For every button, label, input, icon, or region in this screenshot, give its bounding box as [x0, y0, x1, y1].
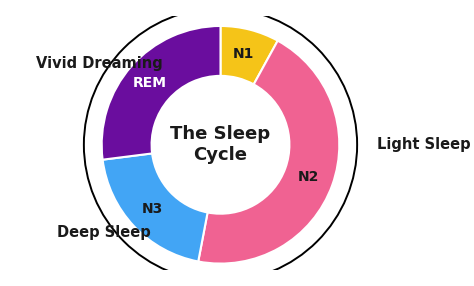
- Text: Light Sleep: Light Sleep: [377, 137, 471, 152]
- Text: N1: N1: [233, 47, 255, 61]
- Wedge shape: [220, 26, 278, 84]
- Text: The Sleep
Cycle: The Sleep Cycle: [171, 125, 271, 164]
- Wedge shape: [103, 153, 208, 261]
- Wedge shape: [102, 26, 220, 160]
- Text: Vivid Dreaming: Vivid Dreaming: [36, 57, 163, 72]
- Text: N3: N3: [141, 202, 163, 216]
- Text: N2: N2: [298, 170, 319, 184]
- Text: Deep Sleep: Deep Sleep: [56, 225, 150, 240]
- Text: REM: REM: [133, 76, 167, 90]
- Wedge shape: [198, 41, 339, 264]
